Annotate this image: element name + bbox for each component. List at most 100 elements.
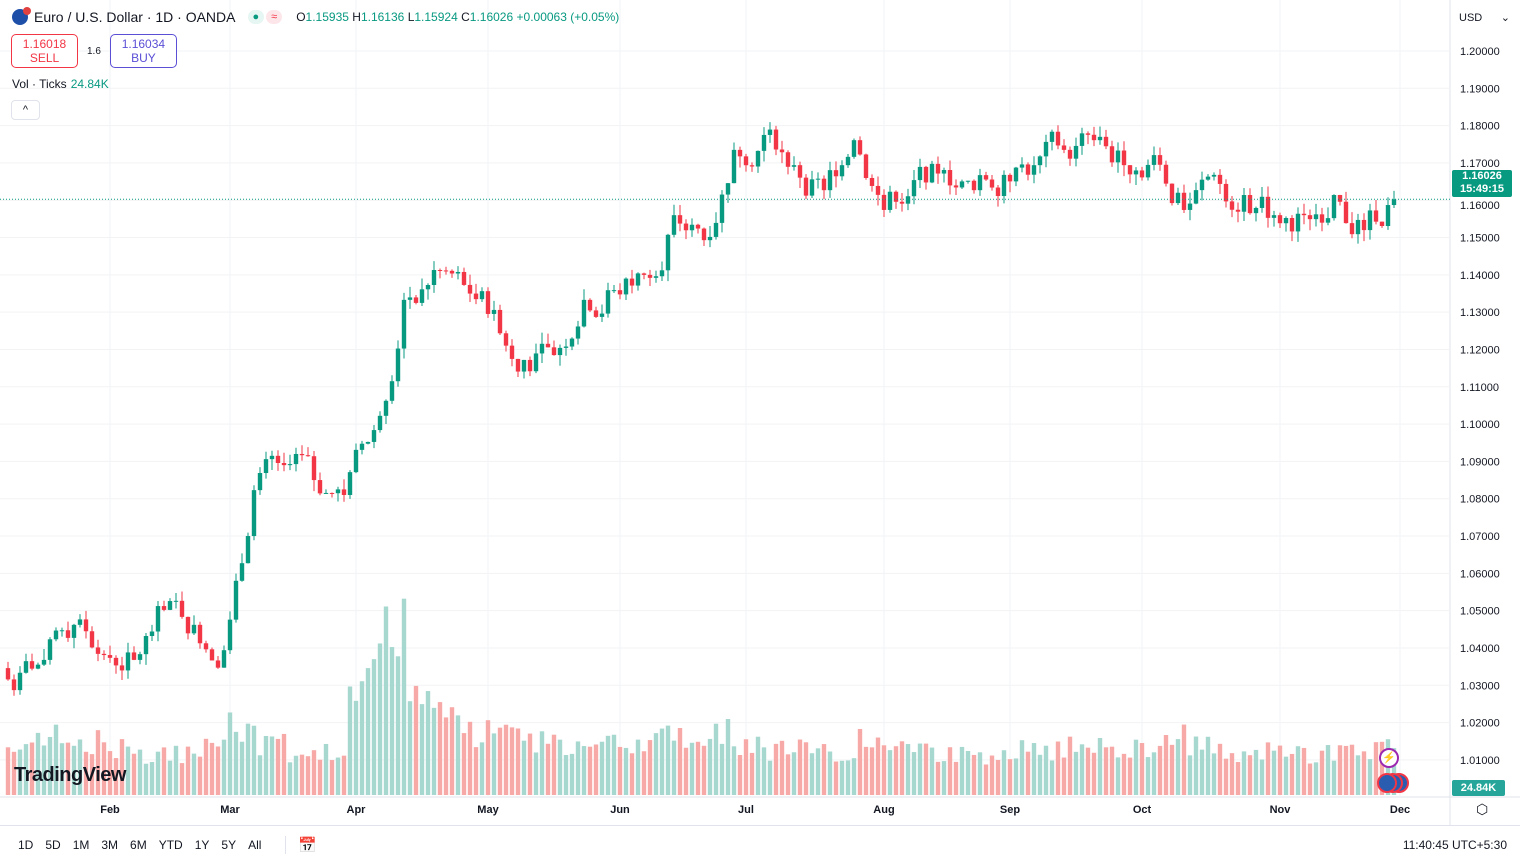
economic-events-icon[interactable]	[1377, 773, 1417, 793]
volume-bar	[599, 741, 605, 795]
candle-body	[833, 170, 839, 177]
volume-bar	[971, 754, 977, 795]
price-tick-label: 1.16000	[1460, 200, 1500, 212]
candle-body	[953, 185, 959, 188]
volume-bar	[1277, 745, 1283, 795]
candle-body	[119, 665, 125, 671]
candle-body	[1031, 165, 1037, 175]
candle-body	[749, 165, 755, 167]
tradingview-logo[interactable]: TradingView	[14, 764, 126, 786]
volume-bar	[1031, 743, 1037, 795]
candle-body	[1277, 215, 1283, 224]
range-1y[interactable]: 1Y	[194, 837, 210, 852]
range-1d[interactable]: 1D	[18, 837, 34, 852]
candle-body	[797, 165, 803, 178]
candle-body	[521, 359, 527, 372]
volume-bar	[275, 738, 281, 795]
candle-body	[671, 215, 677, 235]
volume-bar	[1289, 753, 1295, 795]
candle-body	[377, 415, 383, 431]
volume-bar	[431, 707, 437, 795]
volume-bar	[713, 723, 719, 795]
volume-bar	[173, 745, 179, 795]
candle-body	[1085, 133, 1091, 135]
volume-bar	[23, 744, 29, 795]
volume-bar	[959, 746, 965, 795]
volume-bar	[1265, 742, 1271, 795]
candle-body	[1043, 141, 1049, 157]
candle-body	[473, 293, 479, 300]
volume-bar	[191, 753, 197, 795]
settings-icon[interactable]: ⬡	[1476, 801, 1489, 817]
volume-bar	[1259, 759, 1265, 795]
price-tick-label: 1.04000	[1460, 643, 1500, 655]
candle-body	[1331, 195, 1337, 219]
candle-body	[431, 270, 437, 286]
volume-bar	[761, 747, 767, 795]
candle-body	[281, 463, 287, 466]
volume-bar	[749, 752, 755, 795]
candle-body	[599, 313, 605, 317]
currency-selector[interactable]: USD ⌄	[1452, 7, 1514, 29]
candle-body	[1235, 209, 1241, 212]
volume-bar	[1247, 755, 1253, 795]
candle-body	[215, 660, 221, 668]
range-1m[interactable]: 1M	[72, 837, 90, 852]
range-ytd[interactable]: YTD	[158, 837, 183, 852]
candle-body	[209, 649, 215, 661]
candle-body	[401, 299, 407, 349]
candle-body	[239, 563, 245, 581]
candle-body	[533, 353, 539, 372]
candle-body	[1145, 164, 1151, 178]
range-5y[interactable]: 5Y	[221, 837, 237, 852]
lightning-icon[interactable]: ⚡	[1379, 748, 1399, 768]
candle-body	[905, 196, 911, 204]
go-to-date-calendar-icon[interactable]: 📅	[285, 835, 317, 854]
range-all[interactable]: All	[248, 837, 262, 852]
volume-bar	[1235, 762, 1241, 795]
volume-bar	[53, 724, 59, 795]
candle-body	[425, 285, 431, 290]
symbol-title[interactable]: Euro / U.S. Dollar · 1D · OANDA	[34, 9, 236, 25]
volume-bar	[1373, 742, 1379, 795]
candle-body	[125, 652, 131, 671]
candle-body	[1325, 218, 1331, 223]
candle-body	[1349, 223, 1355, 235]
candle-body	[1283, 217, 1289, 224]
buy-button[interactable]: 1.16034 BUY	[109, 34, 177, 68]
collapse-legend-button[interactable]: ^	[11, 100, 40, 120]
volume-bar	[131, 753, 137, 795]
candle-body	[1295, 213, 1301, 232]
range-6m[interactable]: 6M	[130, 837, 147, 852]
volume-bar	[983, 764, 989, 795]
candle-body	[1343, 201, 1349, 224]
candle-body	[767, 129, 773, 135]
volume-bar	[659, 728, 665, 795]
candle-body	[1271, 215, 1277, 218]
candle-body	[191, 624, 197, 634]
candle-body	[29, 661, 35, 669]
volume-bar	[83, 751, 89, 795]
range-3m[interactable]: 3M	[101, 837, 119, 852]
candle-body	[941, 170, 947, 174]
candle-body	[5, 668, 11, 680]
candle-body	[623, 278, 629, 295]
candle-body	[761, 134, 767, 151]
data-delay-icon[interactable]: ≈	[266, 10, 283, 24]
candle-body	[479, 291, 485, 300]
range-5d[interactable]: 5D	[45, 837, 61, 852]
sell-button[interactable]: 1.16018 SELL	[11, 34, 78, 68]
candle-body	[1079, 133, 1085, 146]
candle-body	[41, 659, 47, 665]
price-tick-label: 1.05000	[1460, 606, 1500, 618]
market-open-icon[interactable]: ●	[247, 10, 265, 24]
candle-body	[923, 166, 929, 183]
clock-timezone[interactable]: 11:40:45 UTC+5:30	[1402, 838, 1507, 852]
candle-body	[863, 154, 869, 178]
volume-bar	[1253, 749, 1259, 795]
volume-bar	[995, 759, 1001, 795]
candle-body	[1385, 205, 1391, 227]
price-chart[interactable]: 1.20000 1.19000 1.18000 1.17000 1.16000 1.150…	[0, 0, 1520, 825]
candle-body	[359, 443, 365, 450]
candle-body	[89, 631, 95, 648]
